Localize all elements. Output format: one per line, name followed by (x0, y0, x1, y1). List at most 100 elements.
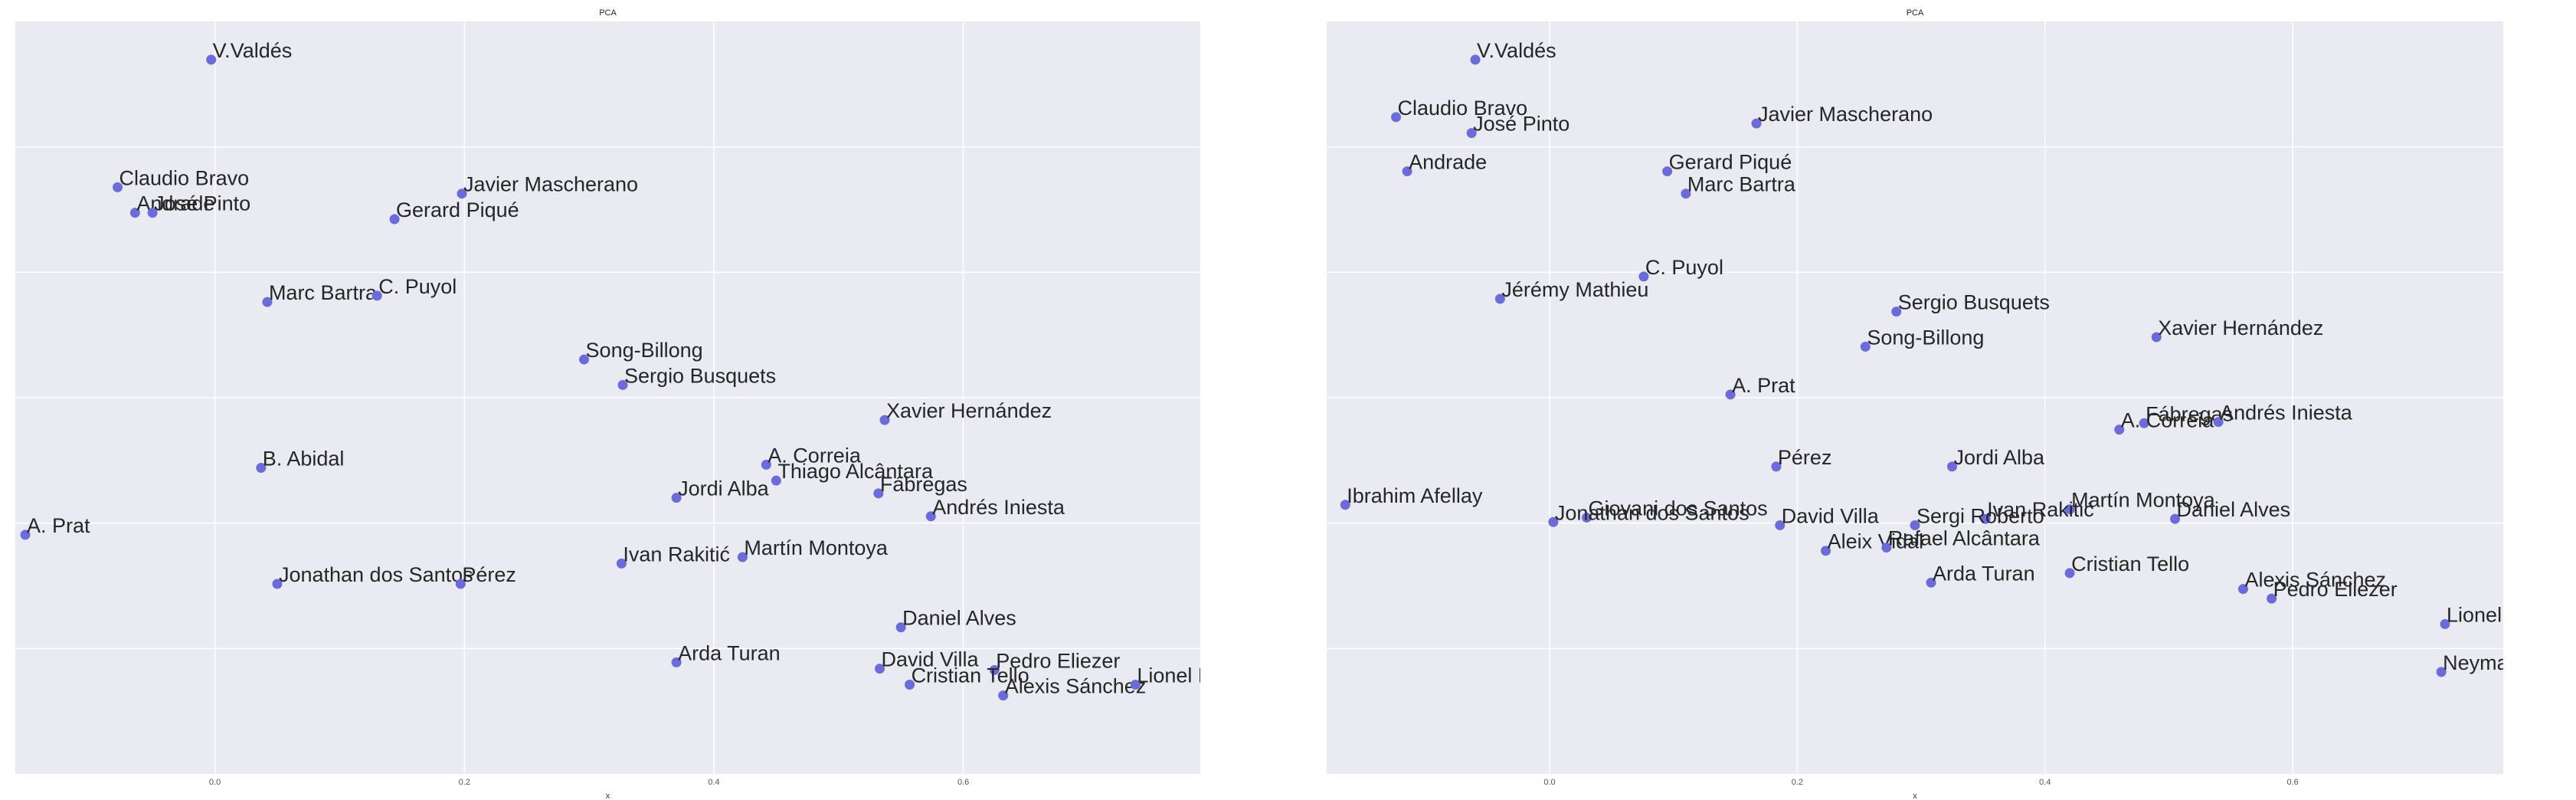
x-tick-label: 0.4 (708, 778, 719, 787)
scatter-point (272, 579, 283, 589)
scatter-point (1821, 546, 1831, 556)
scatter-point (771, 475, 781, 486)
point-label: Arda Turan (678, 641, 781, 664)
scatter-point (1681, 189, 1691, 199)
scatter-point (998, 690, 1009, 701)
point-label: Jordi Alba (678, 477, 770, 500)
chart-title: PCA (1907, 8, 1924, 18)
scatter-point (20, 530, 31, 540)
scatter-point (1340, 500, 1350, 510)
scatter-point (1910, 520, 1920, 530)
scatter-point (2237, 584, 2248, 595)
point-label: Martín Montoya (2071, 489, 2216, 512)
point-label: Andrade (1409, 151, 1487, 174)
point-label: Daniel Alves (2177, 498, 2291, 521)
point-label: Claudio Bravo (1398, 97, 1528, 120)
scatter-point (262, 297, 273, 307)
point-label: Song-Billong (1867, 326, 1984, 349)
point-label: Andrés Iniesta (932, 496, 1065, 519)
scatter-point (1891, 307, 1902, 317)
scatter-point (671, 493, 682, 503)
point-label: Gerard Piqué (1669, 151, 1792, 174)
scatter-point (737, 552, 748, 562)
scatter-point (2064, 568, 2075, 579)
point-label: Lionel Messi (1137, 664, 1252, 687)
point-label: Giovani dos Santos (1589, 497, 1768, 520)
scatter-point (1548, 516, 1559, 527)
scatter-point (457, 189, 467, 199)
point-label: Alexis Sánchez (1005, 675, 1147, 698)
scatter-point (989, 664, 1000, 675)
point-label: Andrés Iniesta (2220, 402, 2353, 425)
scatter-point (1402, 166, 1412, 177)
point-label: Javier Mascherano (1758, 103, 1933, 126)
point-label: Claudio Bravo (119, 166, 250, 189)
scatter-point (455, 579, 466, 589)
x-axis-label: x (1913, 792, 1917, 800)
scatter-point (2213, 417, 2224, 428)
point-label: Neymar (2443, 651, 2515, 674)
point-label: Gerard Piqué (396, 198, 519, 221)
scatter-point (905, 679, 915, 690)
x-tick-label: 0.6 (2286, 778, 2298, 787)
point-label: B. Abidal (263, 448, 345, 470)
scatter-point (1751, 118, 1762, 129)
scatter-point (113, 182, 123, 192)
scatter-point (2139, 418, 2149, 428)
x-axis-label: x (606, 792, 610, 800)
scatter-point (147, 208, 158, 218)
scatter-point (2151, 332, 2162, 343)
scatter-point (1470, 54, 1481, 65)
scatter-point (1391, 112, 1402, 123)
scatter-point (1494, 293, 1505, 304)
point-label: Marc Bartra (269, 281, 378, 304)
scatter-point (761, 459, 771, 470)
point-label: Lionel Messi (2447, 603, 2561, 626)
point-label: Alexis Sánchez (2244, 569, 2386, 592)
point-label: Rafael Alcântara (1888, 527, 2041, 550)
pca-panel-right: 0.0 0.2 0.4 0.6 PCA x V.Valdés Claudio BravoJos… (1327, 8, 2561, 800)
point-label: Sergio Busquets (1898, 291, 2050, 314)
scatter-point (206, 54, 217, 65)
point-label: José Pinto (154, 192, 250, 215)
scatter-point (2436, 667, 2447, 677)
scatter-point (873, 488, 884, 499)
scatter-point (129, 208, 140, 218)
scatter-point (2440, 618, 2450, 629)
point-label: Cristian Tello (2071, 552, 2189, 575)
scatter-point (1881, 543, 1892, 553)
chart-title: PCA (599, 8, 617, 18)
point-label: Pérez (462, 563, 516, 586)
point-label: A. Correia (768, 444, 862, 467)
point-label: Jordi Alba (1954, 446, 2046, 469)
x-tick-label: 0.2 (1792, 778, 1803, 787)
scatter-point (895, 622, 906, 633)
x-tick-label: 0.6 (957, 778, 969, 787)
scatter-point (1771, 461, 1782, 472)
scatter-point (2267, 593, 2277, 604)
point-label: Pedro Eliezer (996, 649, 1120, 672)
point-label: José Pinto (1473, 113, 1569, 136)
point-label: Thiago Alcântara (777, 460, 934, 483)
scatter-point (2064, 504, 2075, 515)
point-label: Sergio Busquets (624, 364, 776, 387)
scatter-point (1130, 679, 1141, 690)
scatter-point (879, 415, 890, 425)
scatter-point (372, 290, 382, 301)
scatter-point (1466, 128, 1477, 139)
point-label: David Villa (1782, 504, 1880, 527)
scatter-point (579, 354, 590, 365)
point-label: Aleix Vidal (1828, 530, 1924, 553)
point-label: Ibrahim Afellay (1347, 484, 1483, 507)
point-label: Daniel Alves (902, 607, 1016, 630)
point-label: David Villa (881, 648, 979, 671)
scatter-point (616, 558, 627, 569)
point-label: Arda Turan (1933, 562, 2035, 585)
point-label: A. Prat (27, 514, 90, 537)
scatter-point (2114, 425, 2125, 435)
scatter-point (1725, 389, 1736, 400)
point-label: Jonathan dos Santos (1555, 501, 1750, 524)
point-label: Ivan Rakitić (1987, 498, 2094, 521)
scatter-point (1582, 512, 1592, 523)
